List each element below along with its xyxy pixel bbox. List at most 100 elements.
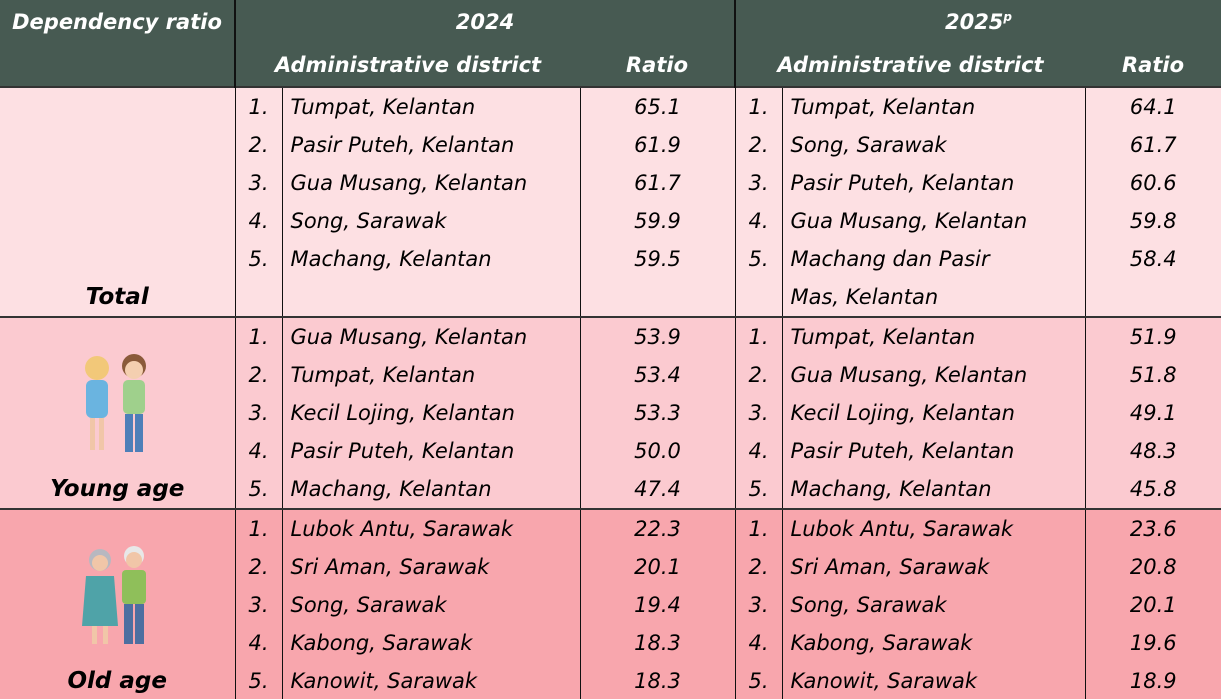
ratio: 22.3 [579, 508, 735, 548]
ratio: 45.8 [1084, 470, 1221, 509]
year-text: 2025 [944, 9, 1004, 34]
table-row: 5. Machang, Kelantan 59.5 5. Machang dan Pas… [0, 240, 1221, 317]
ratio: 49.1 [1084, 394, 1221, 432]
district: Tumpat, Kelantan [781, 86, 1085, 126]
rank: 1. [234, 316, 282, 356]
district: Kabong, Sarawak [281, 624, 580, 662]
district: Tumpat, Kelantan [281, 356, 580, 394]
ratio: 53.9 [579, 316, 735, 356]
ratio: 61.9 [579, 126, 735, 164]
header-ratio: Ratio [580, 43, 735, 87]
ratio: 61.7 [1084, 126, 1221, 164]
ratio: 59.5 [579, 240, 735, 317]
icon [8, 348, 227, 470]
district: Kecil Lojing, Kelantan [281, 394, 580, 432]
rank: 3. [234, 586, 282, 624]
group-label: Total [0, 86, 235, 317]
rank: 4. [734, 432, 782, 470]
rank: 4. [234, 624, 282, 662]
rank: 2. [234, 126, 282, 164]
group-label-text: Old age [67, 668, 168, 694]
table-row: 2. Tumpat, Kelantan 53.4 2. Gua Musang, Kela… [0, 356, 1221, 394]
district: Machang, Kelantan [781, 470, 1085, 509]
ratio: 59.8 [1084, 202, 1221, 240]
header-ratio: Ratio [1085, 43, 1221, 87]
rank: 2. [234, 356, 282, 394]
table-row: Total 1. Tumpat, Kelantan 65.1 1. Tumpat, Kel… [0, 86, 1221, 317]
district: Pasir Puteh, Kelantan [281, 126, 580, 164]
district: Lubok Antu, Sarawak [281, 508, 580, 548]
rank: 5. [734, 662, 782, 699]
rank: 3. [734, 394, 782, 432]
district: Pasir Puteh, Kelantan [781, 164, 1085, 202]
rank: 3. [234, 394, 282, 432]
rank: 2. [734, 126, 782, 164]
ratio: 50.0 [579, 432, 735, 470]
ratio: 47.4 [579, 470, 735, 509]
ratio: 51.8 [1084, 356, 1221, 394]
district: Kabong, Sarawak [781, 624, 1085, 662]
ratio: 48.3 [1084, 432, 1221, 470]
ratio: 53.4 [579, 356, 735, 394]
ratio: 61.7 [579, 164, 735, 202]
ratio: 18.3 [579, 662, 735, 699]
group-label-text: Total [85, 284, 149, 310]
rank: 5. [734, 240, 782, 317]
table-body: Total 1. Tumpat, Kelantan 65.1 1. Tumpat, Kel… [0, 86, 1221, 699]
district: Machang, Kelantan [281, 470, 580, 509]
ratio: 20.1 [579, 548, 735, 586]
group-label: Young age [0, 316, 235, 509]
ratio: 58.4 [1084, 240, 1221, 317]
table-row: 2. Sri Aman, Sarawak 20.1 2. Sri Aman, Saraw… [0, 548, 1221, 586]
ratio: 20.1 [1084, 586, 1221, 624]
district: Gua Musang, Kelantan [281, 316, 580, 356]
header-district: Administrative district [234, 43, 580, 87]
header-year: 2025p [734, 0, 1221, 43]
ratio: 65.1 [579, 86, 735, 126]
children-icon [85, 354, 147, 452]
district: Sri Aman, Sarawak [281, 548, 580, 586]
rank: 3. [234, 164, 282, 202]
rank: 2. [734, 548, 782, 586]
table-row: Young age 1. Gua Musang, Kelantan 53.9 1. Tum… [0, 316, 1221, 509]
district: Song, Sarawak [281, 202, 580, 240]
header-district: Administrative district [734, 43, 1085, 87]
district: Tumpat, Kelantan [281, 86, 580, 126]
rank: 4. [234, 202, 282, 240]
table-row: 5. Kanowit, Sarawak 18.3 5. Kanowit, Sarawak… [0, 662, 1221, 699]
rank: 5. [234, 662, 282, 699]
rank: 4. [234, 432, 282, 470]
district: Kanowit, Sarawak [281, 662, 580, 699]
header-dependency-ratio: Dependency ratio [0, 0, 235, 87]
year-superscript: p [1003, 9, 1013, 24]
ratio: 20.8 [1084, 548, 1221, 586]
district: Machang dan Pasir Mas, Kelantan [781, 240, 1085, 317]
district: Pasir Puteh, Kelantan [281, 432, 580, 470]
ratio: 59.9 [579, 202, 735, 240]
rank: 3. [734, 586, 782, 624]
rank: 5. [234, 470, 282, 509]
table-row: Old age 1. Lubok Antu, Sarawak 22.3 1. Lubok … [0, 508, 1221, 699]
rank: 3. [734, 164, 782, 202]
elderly-icon [82, 546, 147, 644]
district: Kanowit, Sarawak [781, 662, 1085, 699]
table-row: 4. Kabong, Sarawak 18.3 4. Kabong, Sarawak 19… [0, 624, 1221, 662]
district: Tumpat, Kelantan [781, 316, 1085, 356]
table-row: 5. Machang, Kelantan 47.4 5. Machang, Kelant… [0, 470, 1221, 509]
rank: 4. [734, 624, 782, 662]
ratio: 53.3 [579, 394, 735, 432]
district: Song, Sarawak [781, 126, 1085, 164]
table-row: 4. Pasir Puteh, Kelantan 50.0 4. Pasir Puteh… [0, 432, 1221, 470]
ratio: 51.9 [1084, 316, 1221, 356]
table-row: 3. Kecil Lojing, Kelantan 53.3 3. Kecil Loji… [0, 394, 1221, 432]
rank: 1. [734, 86, 782, 126]
ratio: 18.9 [1084, 662, 1221, 699]
rank: 1. [734, 316, 782, 356]
rank: 1. [734, 508, 782, 548]
rank: 2. [234, 548, 282, 586]
rank: 1. [234, 508, 282, 548]
rank: 5. [734, 470, 782, 509]
table-row: 3. Song, Sarawak 19.4 3. Song, Sarawak 20.1 [0, 586, 1221, 624]
district: Machang, Kelantan [281, 240, 580, 317]
